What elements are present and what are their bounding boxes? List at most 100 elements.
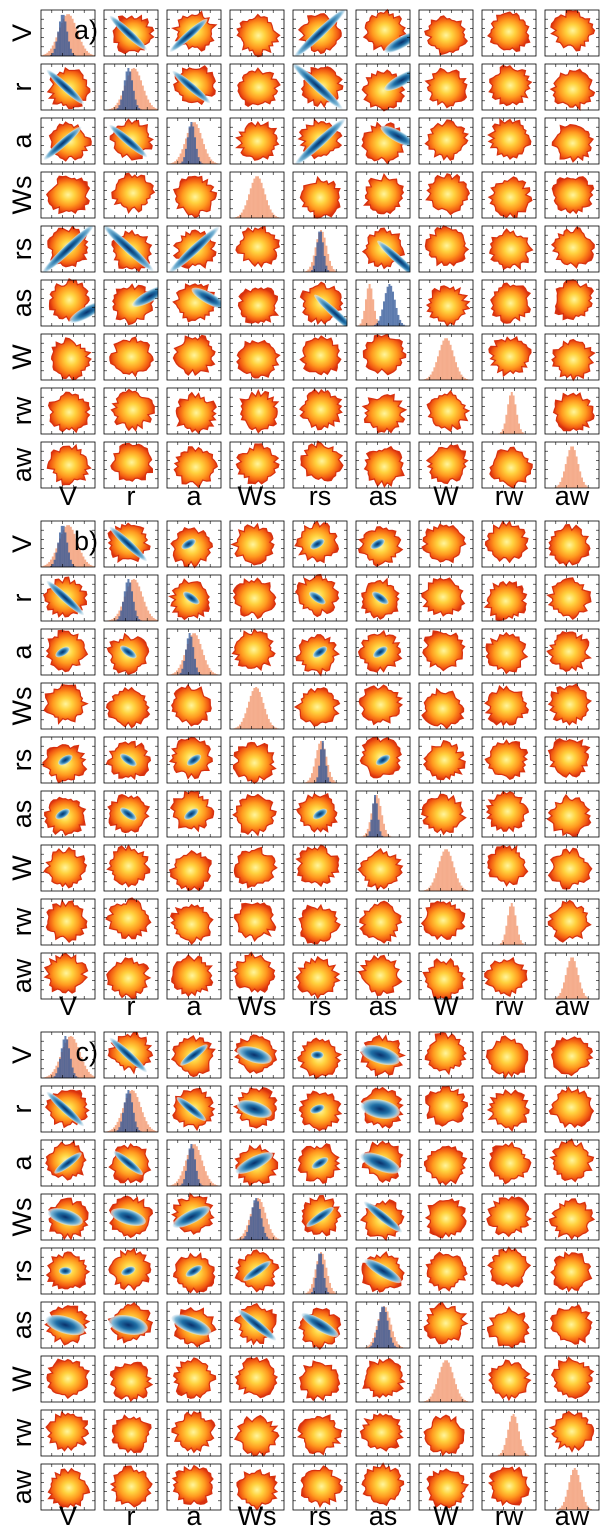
hist-bar [172,162,175,164]
column-label: a [186,481,202,511]
subplot [544,898,600,946]
hist-bar [111,108,114,110]
hist-bar [332,269,335,272]
row-label: rs [7,749,37,772]
subplot [103,1139,159,1187]
subplot [103,844,159,892]
hist-bar [383,301,385,326]
subplot [418,952,474,1001]
hist-bar [424,1401,427,1402]
hist-bar [390,285,393,326]
subplot [166,1409,222,1457]
subplot [544,63,600,111]
subplot [229,9,285,58]
hist-bar [87,1071,90,1078]
hist-bar [253,178,256,218]
subplot [40,1139,96,1187]
hist-bar [120,99,123,110]
hist-bar [177,156,180,164]
hist-bar [73,533,76,567]
subplot [103,1031,159,1079]
hist-bar [377,1320,380,1348]
density-blob [487,176,533,219]
hist-bar [361,319,364,326]
subplot [481,117,537,165]
subplot [40,171,96,219]
hist-bar [134,610,137,621]
hist-bar [77,32,79,56]
hist-bar [321,242,324,272]
hist-bar [564,975,567,999]
subplot [40,952,96,1000]
subplot [229,1463,285,1511]
hist-bar [118,1117,121,1132]
posterior-contour [360,1044,401,1066]
subplot [292,279,348,327]
hist-bar [78,1052,81,1078]
hist-bar [563,1501,565,1510]
subplot [292,736,348,784]
hist-bar [141,85,144,110]
subplot [103,628,159,676]
posterior-contour [108,1315,148,1335]
hist-bar [145,606,148,621]
row-label: aw [7,447,37,482]
subplot [292,333,348,381]
hist-bar [116,102,119,110]
hist-bar [424,379,427,380]
hist-bar [309,1288,312,1294]
subplot [355,1462,411,1511]
density-blob [46,1358,91,1400]
subplot [292,790,348,838]
hist-bar [197,1179,200,1186]
hist-bar [516,925,519,945]
subplot [544,736,600,784]
hist-bar [111,619,114,621]
hist-bar [557,1508,560,1510]
hist-bar [392,1331,394,1348]
hist-bar [512,906,515,945]
hist-bar [71,18,74,56]
column-label: a [186,991,202,1021]
hist-bar [138,619,141,621]
posterior-contour [301,1312,339,1338]
posterior-contour [58,754,73,766]
subplot [544,9,600,57]
hist-bar [275,727,277,729]
posterior-contour [181,538,196,550]
density-blob [361,1462,405,1507]
posterior-contour [312,646,328,658]
subplot [229,736,285,785]
subplot [40,790,96,838]
row-label: as [7,800,37,829]
subplot [544,682,600,730]
hist-bar [516,1423,519,1456]
density-blob [175,391,217,434]
hist-bar [512,1414,515,1456]
hist-bar [273,1235,276,1240]
hist-bar [447,1362,450,1402]
subplot [229,628,285,676]
hist-bar [123,80,126,110]
subplot [103,736,159,784]
subplot [544,1085,600,1133]
hist-bar [581,988,583,999]
posterior-histogram [368,1306,398,1348]
density-blob [357,954,403,997]
density-blob [359,1412,404,1452]
hist-bar [325,265,328,272]
hist-bar [509,395,511,434]
subplot [40,278,96,327]
posterior-contour [55,646,70,658]
density-blob [424,1032,467,1076]
hist-bar [266,714,268,729]
prior-histogram [555,1468,594,1510]
subplot [166,225,222,273]
hist-bar [314,255,317,272]
hist-bar [53,48,56,56]
hist-bar [503,934,506,945]
density-blob [45,175,91,215]
subplot [40,682,96,730]
column-label: W [433,991,459,1021]
hist-bar [84,559,87,567]
